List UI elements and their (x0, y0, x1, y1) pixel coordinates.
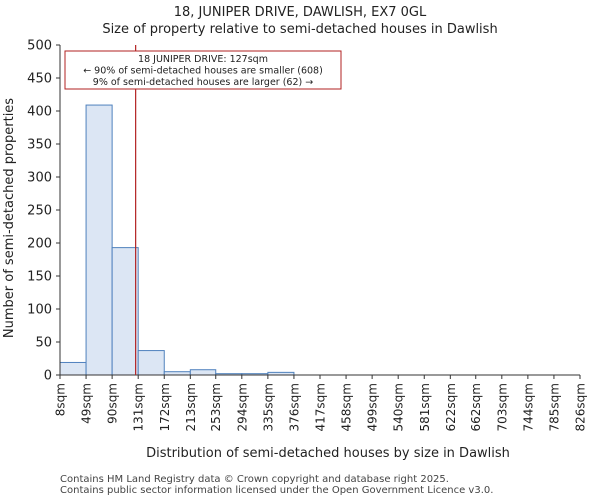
x-tick-label: 499sqm (366, 383, 380, 431)
histogram-bar (111, 247, 139, 376)
footer-copyright: Contains HM Land Registry data © Crown c… (60, 474, 449, 485)
y-tick-label: 150 (27, 270, 52, 285)
x-tick-label: 785sqm (547, 383, 561, 431)
y-tick-label: 100 (27, 303, 52, 318)
x-tick-label: 581sqm (418, 383, 432, 431)
x-tick-label: 90sqm (106, 383, 120, 424)
annotation-line: ← 90% of semi-detached houses are smalle… (83, 66, 323, 77)
y-tick-label: 450 (27, 72, 52, 87)
y-tick-label: 0 (44, 369, 52, 384)
y-tick-label: 200 (27, 237, 52, 252)
annotation-line: 9% of semi-detached houses are larger (6… (93, 77, 313, 88)
histogram-bar (59, 361, 87, 376)
x-tick-label: 662sqm (469, 383, 483, 431)
y-tick-label: 400 (27, 105, 52, 120)
x-tick-label: 826sqm (574, 383, 588, 431)
y-axis-label: Number of semi-detached properties (2, 98, 17, 338)
x-tick-label: 622sqm (444, 383, 458, 431)
y-tick-label: 500 (27, 39, 52, 54)
histogram-bar (85, 104, 113, 376)
x-tick-label: 417sqm (314, 383, 328, 431)
x-tick-label: 458sqm (340, 383, 354, 431)
y-tick-label: 250 (27, 204, 52, 219)
chart-subtitle: Size of property relative to semi-detach… (102, 22, 498, 37)
x-tick-label: 744sqm (521, 383, 535, 431)
x-axis-label: Distribution of semi-detached houses by … (146, 446, 510, 461)
histogram-bar (189, 369, 217, 376)
y-tick-label: 50 (35, 336, 52, 351)
annotation-box (64, 50, 342, 90)
y-tick-label: 350 (27, 138, 52, 153)
chart-title: 18, JUNIPER DRIVE, DAWLISH, EX7 0GL (173, 5, 427, 20)
x-tick-label: 253sqm (209, 383, 223, 431)
footer-licence: Contains public sector information licen… (60, 485, 494, 496)
x-tick-label: 8sqm (54, 383, 68, 416)
x-tick-label: 172sqm (158, 383, 172, 431)
x-tick-label: 376sqm (287, 383, 301, 431)
x-tick-label: 703sqm (495, 383, 509, 431)
x-tick-label: 49sqm (80, 383, 94, 424)
x-tick-label: 213sqm (184, 383, 198, 431)
y-tick-label: 300 (27, 171, 52, 186)
x-tick-label: 540sqm (392, 383, 406, 431)
annotation-line: 18 JUNIPER DRIVE: 127sqm (138, 54, 268, 65)
histogram-bar (137, 350, 165, 376)
x-tick-label: 131sqm (132, 383, 146, 431)
x-tick-label: 335sqm (261, 383, 275, 431)
x-tick-label: 294sqm (235, 383, 249, 431)
